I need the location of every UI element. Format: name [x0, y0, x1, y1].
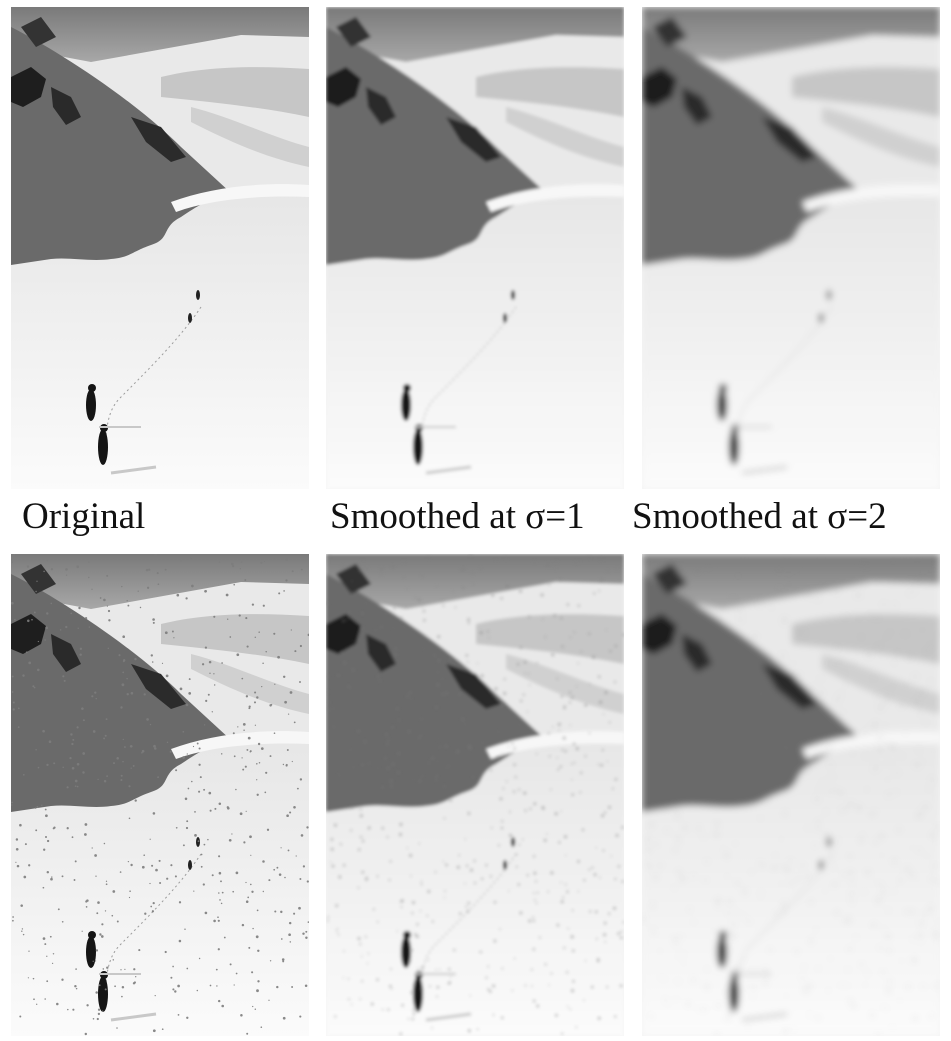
original-image-drawing: [11, 7, 309, 489]
smoothed-sigma-1-image: [326, 7, 624, 489]
noisy-original-image-drawing: [11, 554, 309, 1036]
noisy-smoothed-sigma-2-image-drawing: [642, 554, 940, 1036]
original-image: [11, 7, 309, 489]
smoothed-sigma-2-image: [642, 7, 940, 489]
noisy-original-image: [11, 554, 309, 1036]
smoothed-sigma-2-image-drawing: [642, 7, 940, 489]
smoothed-sigma-1-image-drawing: [326, 7, 624, 489]
caption-smoothed-sigma-1: Smoothed at σ=1: [330, 496, 585, 537]
noisy-smoothed-sigma-1-image: [326, 554, 624, 1036]
caption-smoothed-sigma-2: Smoothed at σ=2: [632, 496, 887, 537]
noisy-smoothed-sigma-2-image: [642, 554, 940, 1036]
caption-original: Original: [22, 496, 146, 537]
noisy-smoothed-sigma-1-image-drawing: [326, 554, 624, 1036]
